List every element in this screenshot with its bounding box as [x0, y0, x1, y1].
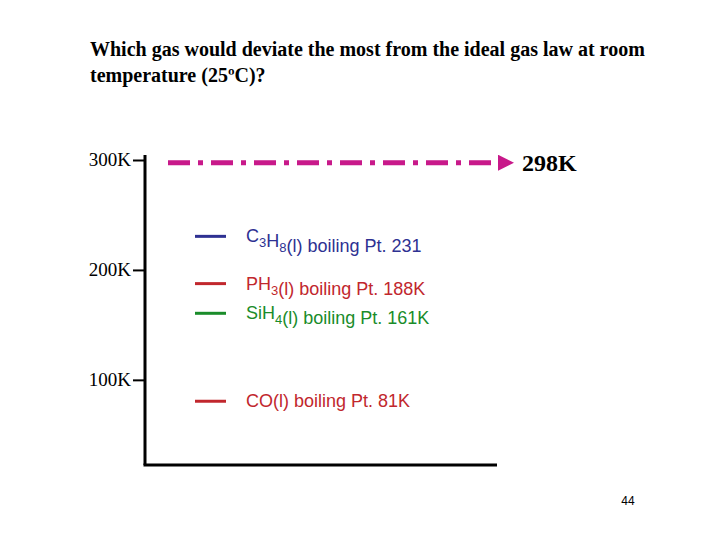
reference-line: [168, 160, 500, 165]
y-tick-label: 200K: [89, 259, 132, 280]
chart: 100K 200K 300K C3H8(l) boiling Pt. 231 PH3(l…: [0, 0, 720, 540]
y-tick: [133, 379, 145, 381]
level-label: SiH4(l) boiling Pt. 161K: [246, 303, 429, 328]
y-tick-label: 300K: [89, 149, 132, 170]
level-label: CO(l) boiling Pt. 81K: [246, 391, 410, 411]
level-label: PH3(l) boiling Pt. 188K: [246, 274, 425, 299]
level-mark: [195, 312, 226, 315]
level-mark: [195, 400, 226, 403]
reference-label: 298K: [522, 150, 577, 176]
reference-arrowhead: [498, 155, 514, 171]
y-tick: [133, 269, 145, 271]
y-tick: [133, 159, 145, 161]
page-number: 44: [621, 494, 635, 508]
level-mark: [195, 282, 226, 285]
x-axis: [144, 464, 498, 467]
level-label: C3H8(l) boiling Pt. 231: [246, 226, 422, 256]
y-tick-label: 100K: [89, 369, 132, 390]
stage: Which gas would deviate the most from th…: [0, 0, 720, 540]
level-mark: [195, 235, 226, 238]
y-axis: [144, 155, 147, 465]
title: Which gas would deviate the most from th…: [90, 36, 650, 88]
marks: [168, 155, 514, 401]
reference-group: [168, 155, 514, 171]
